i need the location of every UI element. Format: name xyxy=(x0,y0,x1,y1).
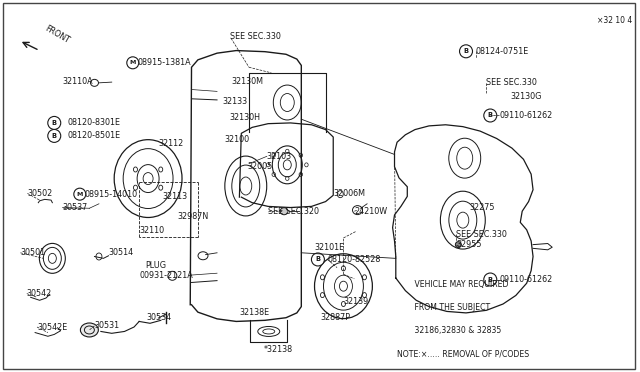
Circle shape xyxy=(484,273,497,286)
Text: 32130G: 32130G xyxy=(511,92,542,101)
Circle shape xyxy=(460,45,472,58)
Text: 32130H: 32130H xyxy=(230,113,261,122)
Text: 09110-61262: 09110-61262 xyxy=(499,111,552,120)
Text: 30514: 30514 xyxy=(109,248,134,257)
Text: B: B xyxy=(52,120,57,126)
Text: 30542E: 30542E xyxy=(37,323,67,331)
Text: 32186,32830 & 32835: 32186,32830 & 32835 xyxy=(397,326,501,335)
Text: 32987N: 32987N xyxy=(177,212,209,221)
Text: 32006M: 32006M xyxy=(334,189,366,198)
Text: 08124-0751E: 08124-0751E xyxy=(476,47,529,56)
Circle shape xyxy=(48,116,61,129)
Circle shape xyxy=(74,188,86,200)
Circle shape xyxy=(484,109,497,122)
Text: 30537: 30537 xyxy=(63,203,88,212)
Text: 30542: 30542 xyxy=(27,289,52,298)
Text: 32110: 32110 xyxy=(139,226,164,235)
Text: 32100: 32100 xyxy=(225,135,250,144)
Ellipse shape xyxy=(280,208,288,215)
Text: 08915-1381A: 08915-1381A xyxy=(137,58,191,67)
Text: NOTE:×..... REMOVAL OF P/CODES: NOTE:×..... REMOVAL OF P/CODES xyxy=(397,349,529,358)
Ellipse shape xyxy=(456,242,461,248)
Text: B: B xyxy=(52,133,57,139)
Text: 30501: 30501 xyxy=(20,248,45,257)
Text: SEE SEC.320: SEE SEC.320 xyxy=(268,207,319,216)
Text: 32103: 32103 xyxy=(267,152,292,161)
Text: SEE SEC.330: SEE SEC.330 xyxy=(486,78,538,87)
Text: FROM THE SUBJECT: FROM THE SUBJECT xyxy=(397,303,490,312)
Text: B: B xyxy=(488,112,493,119)
Text: 32275: 32275 xyxy=(469,203,495,212)
Text: 32138E: 32138E xyxy=(239,308,269,317)
Text: *32138: *32138 xyxy=(264,345,292,354)
Text: 08120-8501E: 08120-8501E xyxy=(67,131,120,140)
Text: 32113: 32113 xyxy=(162,192,188,201)
Ellipse shape xyxy=(81,323,99,337)
Text: 24210W: 24210W xyxy=(355,207,387,216)
Circle shape xyxy=(48,129,61,142)
Text: 08120-82528: 08120-82528 xyxy=(328,255,381,264)
Text: 30531: 30531 xyxy=(95,321,120,330)
Text: 32955: 32955 xyxy=(456,240,482,249)
Text: 32112: 32112 xyxy=(158,139,184,148)
Text: B: B xyxy=(463,48,468,54)
Text: 32887P: 32887P xyxy=(321,313,351,322)
Circle shape xyxy=(127,57,139,69)
Text: M: M xyxy=(77,192,83,197)
Text: 32139: 32139 xyxy=(344,297,369,306)
Text: SEE SEC.330: SEE SEC.330 xyxy=(456,230,508,239)
Text: SEE SEC.330: SEE SEC.330 xyxy=(230,32,281,41)
Text: FRONT: FRONT xyxy=(44,24,72,46)
Text: 09110-61262: 09110-61262 xyxy=(499,275,552,284)
Text: 30502: 30502 xyxy=(28,189,52,198)
Text: 08915-14010: 08915-14010 xyxy=(84,190,138,199)
Text: 32005: 32005 xyxy=(248,162,273,171)
Text: 30534: 30534 xyxy=(147,313,172,322)
Text: VEHICLE MAY REQUIRED: VEHICLE MAY REQUIRED xyxy=(397,280,509,289)
Text: M: M xyxy=(129,60,136,65)
Text: PLUG: PLUG xyxy=(145,261,166,270)
Text: 32101E: 32101E xyxy=(314,243,344,252)
Text: 00931-2121A: 00931-2121A xyxy=(139,270,193,279)
Text: 32133: 32133 xyxy=(222,97,247,106)
Text: 32110A: 32110A xyxy=(63,77,93,86)
Text: B: B xyxy=(316,256,321,263)
Circle shape xyxy=(312,253,324,266)
Text: B: B xyxy=(488,276,493,282)
Text: 32130M: 32130M xyxy=(231,77,263,86)
Text: ×32 10 4: ×32 10 4 xyxy=(597,16,632,25)
Text: 08120-8301E: 08120-8301E xyxy=(67,118,120,128)
